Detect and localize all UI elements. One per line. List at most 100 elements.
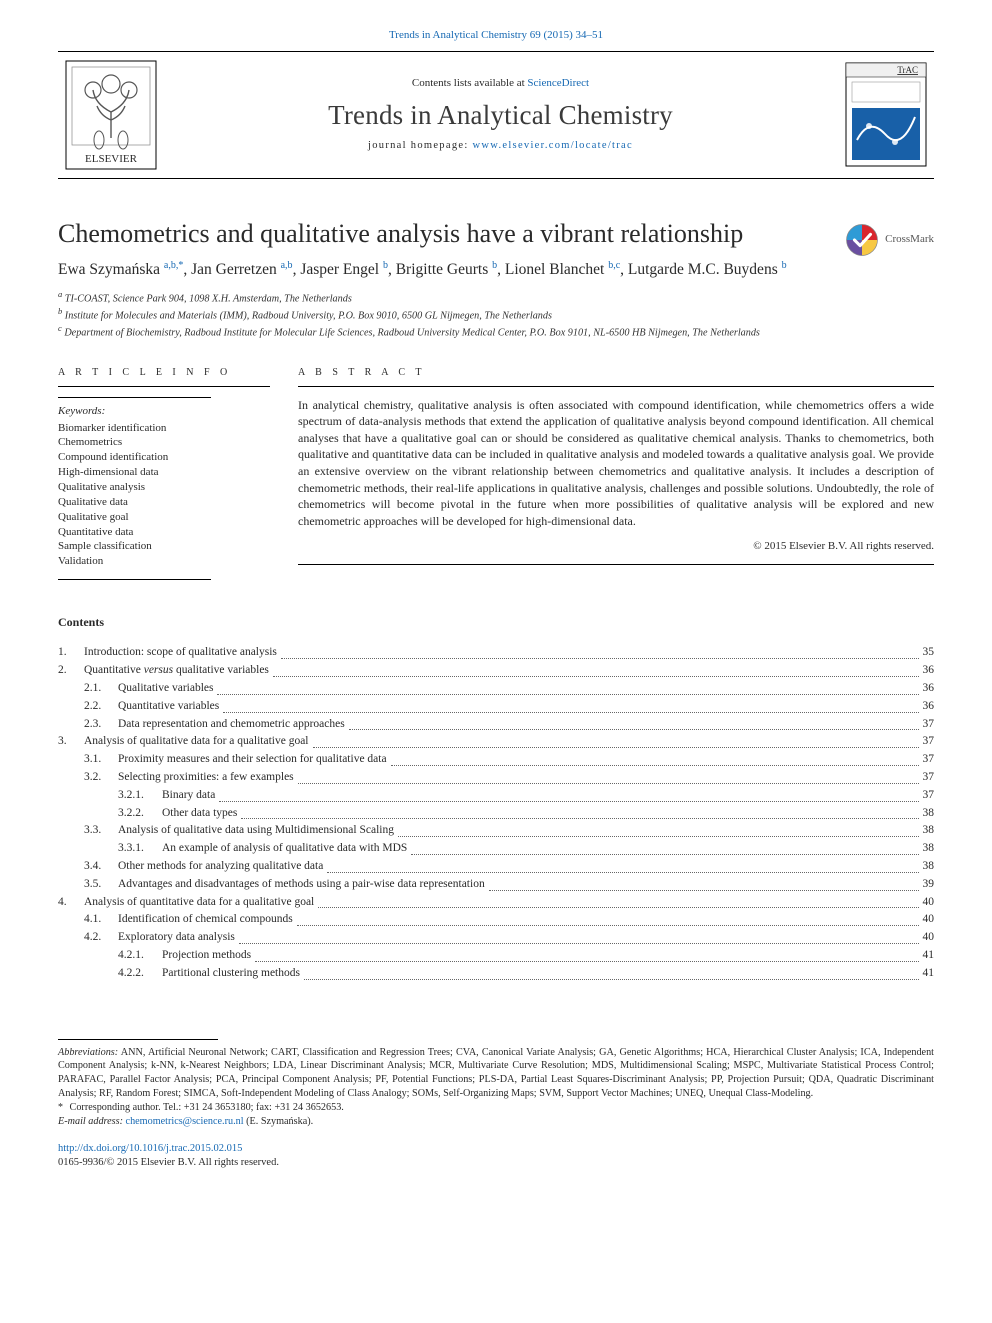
email-label: E-mail address: [58,1116,123,1127]
toc-leader [219,801,918,802]
affiliation-text: Institute for Molecules and Materials (I… [62,310,552,321]
toc-leader [411,854,918,855]
elsevier-tree-icon: ELSEVIER [65,60,157,170]
toc-row: 3.1.Proximity measures and their selecti… [58,751,934,769]
affiliation: a TI-COAST, Science Park 904, 1098 X.H. … [58,289,934,306]
toc-page: 37 [923,787,935,805]
journal-homepage-line: journal homepage: www.elsevier.com/locat… [368,139,633,153]
toc-page: 41 [923,965,935,983]
toc-number: 2.1. [84,680,118,698]
svg-text:ELSEVIER: ELSEVIER [85,153,138,165]
article-title: Chemometrics and qualitative analysis ha… [58,219,827,249]
toc-title: Identification of chemical compounds [118,911,293,929]
contents-available-line: Contents lists available at ScienceDirec… [412,76,589,91]
toc-leader [298,783,919,784]
keyword-item: Quantitative data [58,525,270,540]
toc-number: 3.2.1. [118,787,162,805]
toc-row: 2.1.Qualitative variables36 [58,680,934,698]
toc-number: 3.3. [84,822,118,840]
toc-number: 3.2.2. [118,805,162,823]
toc-title: Quantitative versus qualitative variable… [84,662,269,680]
abbrev-text: ANN, Artificial Neuronal Network; CART, … [58,1047,934,1099]
toc-title: Introduction: scope of qualitative analy… [84,644,277,662]
running-head-citation: Trends in Analytical Chemistry 69 (2015)… [58,28,934,43]
toc-number: 3.2. [84,769,118,787]
toc-leader [391,765,919,766]
doi-link[interactable]: http://dx.doi.org/10.1016/j.trac.2015.02… [58,1143,242,1154]
toc-title: Binary data [162,787,215,805]
affiliation: b Institute for Molecules and Materials … [58,306,934,323]
keyword-item: Biomarker identification [58,421,270,436]
email-tail: (E. Szymańska). [246,1116,313,1127]
abbrev-label: Abbreviations: [58,1047,118,1058]
toc-number: 3.4. [84,858,118,876]
toc-leader [241,818,918,819]
toc-number: 2.3. [84,716,118,734]
affiliation: c Department of Biochemistry, Radboud In… [58,323,934,340]
toc-page: 38 [923,822,935,840]
toc-row: 3.2.1.Binary data 37 [58,787,934,805]
toc-title: Exploratory data analysis [118,929,235,947]
author-list: Ewa Szymańska a,b,*, Jan Gerretzen a,b, … [58,259,934,281]
toc-leader [223,712,918,713]
toc-title: An example of analysis of qualitative da… [162,840,407,858]
toc-title: Analysis of qualitative data for a quali… [84,733,309,751]
toc-number: 4.2. [84,929,118,947]
toc-leader [318,907,918,908]
affiliation-text: Department of Biochemistry, Radboud Inst… [62,328,760,339]
footnote-rule [58,1039,218,1040]
sciencedirect-link[interactable]: ScienceDirect [527,77,589,89]
toc-row: 3.3.1.An example of analysis of qualitat… [58,840,934,858]
author-affiliation-sup: b,c [608,260,620,271]
toc-title: Other methods for analyzing qualitative … [118,858,323,876]
keyword-item: Validation [58,554,270,569]
toc-leader [273,676,919,677]
toc-page: 37 [923,769,935,787]
crossmark-label: CrossMark [885,232,934,247]
info-abstract-row: A R T I C L E I N F O Keywords: Biomarke… [58,366,934,580]
author-affiliation-sup: a,b [281,260,293,271]
abstract-heading: A B S T R A C T [298,366,934,387]
journal-cover-icon: TrAC [845,62,927,167]
journal-header-band: ELSEVIER Contents lists available at Sci… [58,51,934,179]
toc-page: 38 [923,840,935,858]
affiliation-text: TI-COAST, Science Park 904, 1098 X.H. Am… [62,293,352,304]
toc-leader [327,872,918,873]
publisher-logo: ELSEVIER [58,52,163,178]
toc-title: Projection methods [162,947,251,965]
toc-row: 3.2.Selecting proximities: a few example… [58,769,934,787]
corresponding-author-footnote: * Corresponding author. Tel.: +31 24 365… [58,1101,934,1115]
toc-title: Proximity measures and their selection f… [118,751,387,769]
toc-title: Partitional clustering methods [162,965,300,983]
toc-leader [349,729,919,730]
toc-number: 4.1. [84,911,118,929]
abstract-bottom-rule [298,564,934,565]
keyword-item: Compound identification [58,450,270,465]
keyword-item: Sample classification [58,539,270,554]
journal-homepage-link[interactable]: www.elsevier.com/locate/trac [472,140,633,151]
toc-row: 2.Quantitative versus qualitative variab… [58,662,934,680]
keyword-item: Chemometrics [58,435,270,450]
toc-row: 3.3.Analysis of qualitative data using M… [58,822,934,840]
toc-page: 35 [923,644,935,662]
journal-title: Trends in Analytical Chemistry [328,97,673,133]
issn-copyright-line: 0165-9936/© 2015 Elsevier B.V. All right… [58,1157,279,1168]
crossmark-icon [845,223,879,257]
toc-leader [217,694,918,695]
toc-number: 2.2. [84,698,118,716]
toc-number: 4. [58,894,84,912]
toc-row: 2.3.Data representation and chemometric … [58,716,934,734]
toc-leader [304,979,919,980]
toc-title: Selecting proximities: a few examples [118,769,294,787]
toc-row: 3.Analysis of qualitative data for a qua… [58,733,934,751]
toc-leader [489,890,919,891]
contents-available-prefix: Contents lists available at [412,77,527,89]
toc-number: 4.2.1. [118,947,162,965]
email-link[interactable]: chemometrics@science.ru.nl [126,1116,244,1127]
toc-title: Other data types [162,805,237,823]
running-head-link[interactable]: Trends in Analytical Chemistry 69 (2015)… [389,29,603,41]
contents-heading: Contents [58,614,934,630]
toc-page: 36 [923,680,935,698]
crossmark-badge[interactable]: CrossMark [845,223,934,257]
corr-text: Corresponding author. Tel.: +31 24 36531… [70,1102,344,1113]
